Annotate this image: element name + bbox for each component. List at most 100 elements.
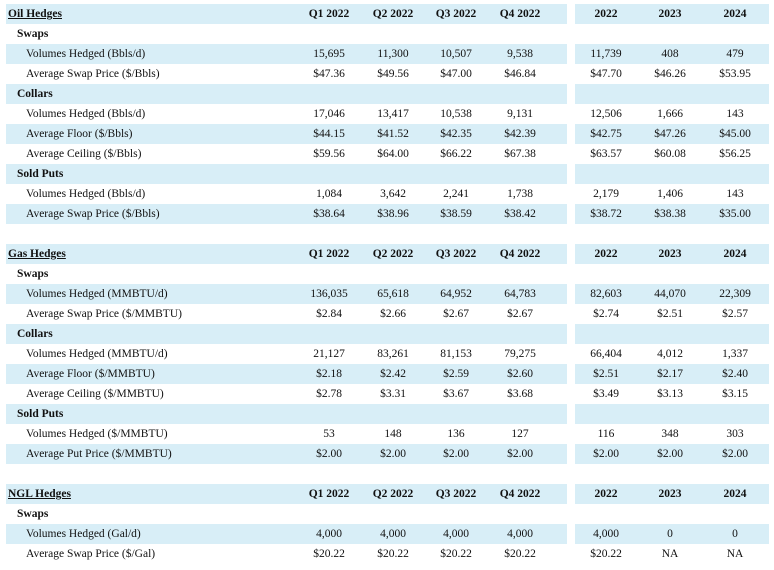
value-cell: $3.15 (722, 388, 748, 400)
table-row: Average Put Price ($/MMBTU) $2.00 $2.00 $2.… (0, 444, 774, 464)
column-header: Q4 2022 (499, 8, 541, 20)
value-cell: 348 (661, 428, 679, 440)
value-cell: $42.75 (590, 128, 622, 140)
row-band-right (575, 124, 769, 144)
row-band-left (6, 204, 567, 224)
row-label: Volumes Hedged (Bbls/d) (26, 108, 146, 120)
value-cell: $38.64 (313, 208, 345, 220)
value-cell: 79,275 (504, 348, 536, 360)
column-header: Q2 2022 (372, 488, 414, 500)
row-label: Volumes Hedged (MMBTU/d) (26, 348, 168, 360)
value-cell: $38.72 (590, 208, 622, 220)
table-row: Volumes Hedged (MMBTU/d) 136,035 65,618 64,… (0, 284, 774, 304)
value-cell: $47.36 (313, 68, 345, 80)
value-cell: $46.84 (504, 68, 536, 80)
value-cell: 479 (726, 48, 744, 60)
column-header: 2024 (723, 248, 747, 260)
value-cell: 4,000 (507, 528, 533, 540)
table-row: Average Floor ($/MMBTU) $2.18 $2.42 $2.59 $2… (0, 364, 774, 384)
row-label: Average Swap Price ($/Bbls) (26, 208, 160, 220)
row-label: Volumes Hedged (Bbls/d) (26, 48, 146, 60)
value-cell: 136 (447, 428, 465, 440)
column-header: Q2 2022 (372, 248, 414, 260)
value-cell: $63.57 (590, 148, 622, 160)
column-header: 2024 (723, 8, 747, 20)
row-band-left (6, 364, 567, 384)
table-row: Average Ceiling ($/Bbls) $59.56 $64.00 $66.… (0, 144, 774, 164)
column-header: 2023 (658, 248, 682, 260)
value-cell: $42.35 (440, 128, 472, 140)
value-cell: 408 (661, 48, 679, 60)
value-cell: 82,603 (590, 288, 622, 300)
group-header-row: Swaps (0, 504, 774, 524)
row-band-left (6, 124, 567, 144)
value-cell: $3.31 (380, 388, 406, 400)
value-cell: $44.15 (313, 128, 345, 140)
value-cell: $3.49 (593, 388, 619, 400)
value-cell: 22,309 (719, 288, 751, 300)
value-cell: $2.00 (316, 448, 342, 460)
value-cell: $2.74 (593, 308, 619, 320)
value-cell: $47.26 (654, 128, 686, 140)
value-cell: $20.22 (590, 548, 622, 560)
row-band-left (6, 84, 567, 104)
value-cell: $2.67 (507, 308, 533, 320)
group-label: Collars (17, 328, 53, 340)
value-cell: 64,783 (504, 288, 536, 300)
row-label: Average Floor ($/Bbls) (26, 128, 133, 140)
section-title: Oil Hedges (8, 8, 62, 20)
row-label: Volumes Hedged ($/MMBTU) (26, 428, 168, 440)
value-cell: $42.39 (504, 128, 536, 140)
group-label: Swaps (17, 268, 49, 280)
row-label: Average Swap Price ($/Bbls) (26, 68, 160, 80)
value-cell: $47.70 (590, 68, 622, 80)
row-band-right (575, 204, 769, 224)
value-cell: $45.00 (719, 128, 751, 140)
value-cell: $3.68 (507, 388, 533, 400)
table-row: Volumes Hedged (Bbls/d) 1,084 3,642 2,241 1,… (0, 184, 774, 204)
value-cell: $35.00 (719, 208, 751, 220)
value-cell: $53.95 (719, 68, 751, 80)
value-cell: $59.56 (313, 148, 345, 160)
value-cell: 0 (732, 528, 738, 540)
group-label: Collars (17, 88, 53, 100)
row-band-right (575, 444, 769, 464)
row-label: Average Ceiling ($/Bbls) (26, 148, 142, 160)
row-band-left (6, 324, 567, 344)
row-label: Average Floor ($/MMBTU) (26, 368, 155, 380)
value-cell: $2.42 (380, 368, 406, 380)
value-cell: 53 (323, 428, 335, 440)
value-cell: 17,046 (313, 108, 345, 120)
value-cell: $64.00 (377, 148, 409, 160)
row-band-right (575, 164, 769, 184)
value-cell: $38.38 (654, 208, 686, 220)
value-cell: $2.00 (380, 448, 406, 460)
table-row: Volumes Hedged (Bbls/d) 17,046 13,417 10,53… (0, 104, 774, 124)
value-cell: 44,070 (654, 288, 686, 300)
value-cell: 64,952 (440, 288, 472, 300)
group-label: Sold Puts (17, 408, 64, 420)
value-cell: $2.00 (657, 448, 683, 460)
row-band-left (6, 524, 567, 544)
value-cell: 143 (726, 108, 744, 120)
column-header: Q1 2022 (308, 248, 350, 260)
value-cell: 4,012 (657, 348, 683, 360)
value-cell: NA (726, 548, 744, 560)
value-cell: $2.17 (657, 368, 683, 380)
value-cell: $2.40 (722, 368, 748, 380)
value-cell: $2.51 (593, 368, 619, 380)
column-header: 2022 (594, 248, 618, 260)
row-band-right (575, 524, 769, 544)
column-header: Q2 2022 (372, 8, 414, 20)
column-header: 2023 (658, 488, 682, 500)
value-cell: $49.56 (377, 68, 409, 80)
row-label: Average Put Price ($/MMBTU) (26, 448, 172, 460)
value-cell: NA (661, 548, 679, 560)
value-cell: $2.00 (593, 448, 619, 460)
value-cell: 3,642 (380, 188, 406, 200)
value-cell: 2,241 (443, 188, 469, 200)
column-header: Q3 2022 (435, 488, 477, 500)
row-band-right (575, 284, 769, 304)
value-cell: 13,417 (377, 108, 409, 120)
value-cell: 0 (667, 528, 673, 540)
